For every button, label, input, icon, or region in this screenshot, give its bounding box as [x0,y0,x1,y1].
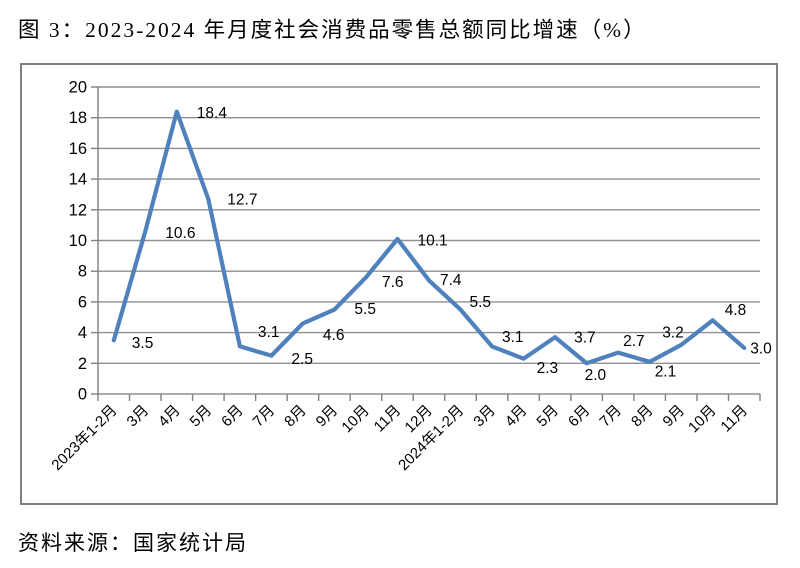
y-axis-tick-label: 0 [78,386,87,404]
x-axis-label: 8月 [628,402,657,431]
data-label: 5.5 [470,294,492,311]
y-axis-tick-label: 20 [69,79,87,97]
data-label: 3.1 [502,329,524,346]
data-label: 18.4 [197,105,228,122]
series-line [111,109,747,366]
data-label: 3.0 [750,340,772,357]
data-label: 3.1 [258,324,280,341]
x-axis-label: 8月 [281,402,310,431]
y-axis-tick-label: 18 [69,109,87,127]
data-label: 3.5 [132,335,154,352]
data-label: 4.8 [725,302,747,319]
data-label: 7.6 [382,274,404,291]
y-axis-tick-label: 10 [69,232,87,250]
x-axis-label: 4月 [155,402,184,431]
x-axis-label: 3月 [470,402,499,431]
source-note: 资料来源：国家统计局 [18,531,248,555]
x-axis-label: 3月 [124,402,153,431]
data-label: 2.1 [655,363,677,380]
data-label: 12.7 [227,192,257,209]
x-axis-label: 5月 [533,402,562,431]
x-axis-label: 9月 [313,402,342,431]
x-axis-label: 11月 [371,402,405,436]
x-axis-label: 2023年1-2月 [48,402,120,474]
retail-sales-line-chart: 0 2 4 6 8 10 12 14 16 18 20 3.5 10.6 18.4 12.7 3.1 2.5 4.… [48,79,772,474]
data-label: 10.1 [418,233,448,250]
chart-frame: 0 2 4 6 8 10 12 14 16 18 20 3.5 10.6 18.4 12.7 3.1 2.5 4.… [20,63,778,505]
y-axis-tick-label: 12 [69,201,87,219]
x-axis-label: 5月 [187,402,216,431]
x-axis-label: 10月 [338,402,372,436]
x-axis-label: 10月 [685,402,719,436]
data-label: 10.6 [165,225,195,242]
data-label: 2.7 [623,333,645,350]
x-axis-label: 6月 [565,402,594,431]
x-axis-label: 4月 [502,402,531,431]
data-label: 2.3 [537,360,559,377]
data-label: 4.6 [323,327,345,344]
y-axis-tick-label: 8 [78,263,87,281]
data-label: 2.0 [585,367,607,384]
data-label: 2.5 [291,351,313,368]
x-axis-label: 7月 [596,402,625,431]
data-label: 3.7 [574,330,596,347]
x-axis-label: 7月 [250,402,279,431]
y-axis-tick-label: 16 [69,140,87,158]
y-axis-tick-label: 6 [78,293,87,311]
y-axis-tick-label: 2 [78,355,87,373]
figure-title: 图 3：2023-2024 年月度社会消费品零售总额同比增速（%） [18,18,647,42]
y-axis-tick-label: 14 [69,171,87,189]
y-axis-tick-label: 4 [78,324,87,342]
data-label: 5.5 [354,301,376,318]
data-label: 7.4 [440,272,462,289]
x-axis-label: 11月 [717,402,751,436]
x-axis-label: 6月 [218,402,247,431]
x-axis-label: 9月 [660,402,689,431]
data-label: 3.2 [662,324,684,341]
